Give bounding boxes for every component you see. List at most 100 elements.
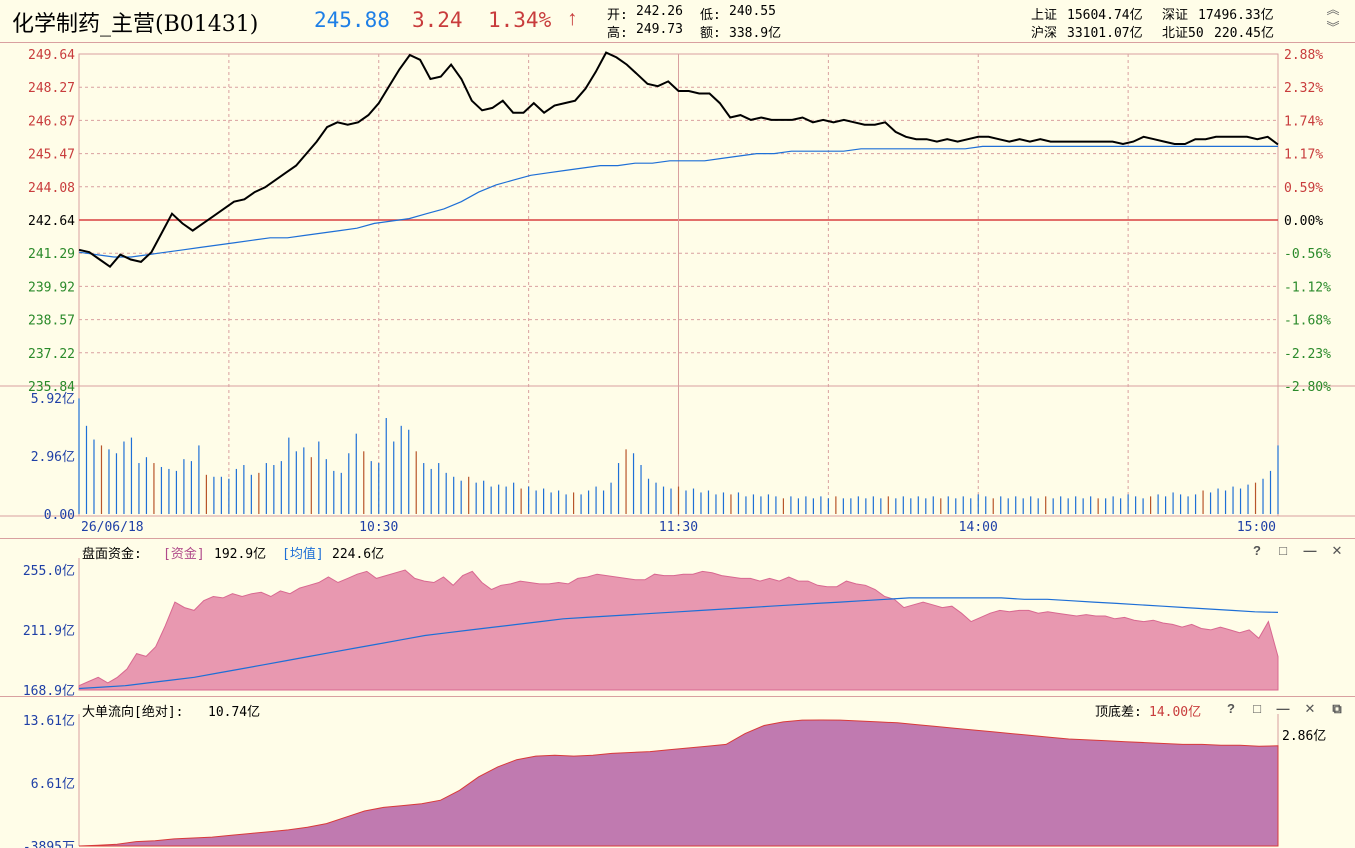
quote-header: 化学制药_主营(B01431) 245.88 3.24 1.34% ↑ 开: 2…	[0, 0, 1355, 43]
price-axis-left: 249.64 248.27 246.87 245.47 244.08 242.64 241.…	[28, 48, 75, 395]
percent-tick-label: 2.32%	[1284, 81, 1323, 96]
money-tick-label: 168.9亿	[23, 684, 75, 696]
volume-tick-label: 0.00	[44, 508, 75, 523]
time-axis: 26/06/18 10:30 11:30 14:00 15:00	[81, 520, 1276, 535]
percent-tick-label: 0.00%	[1284, 214, 1323, 229]
money-axis: 255.0亿 211.9亿 168.9亿	[23, 558, 80, 696]
price-tick-label: 241.29	[28, 247, 75, 262]
average-price-line	[78, 145, 1278, 258]
amount-value: 338.9亿	[729, 26, 782, 41]
money-area	[78, 569, 1279, 691]
percent-tick-label: -1.68%	[1284, 314, 1331, 329]
bigflow-right-value: 2.86亿	[1282, 729, 1327, 744]
money-average-line	[78, 597, 1279, 690]
index-bz50-value: 220.45亿	[1214, 26, 1274, 41]
flow-tick-label: 13.61亿	[23, 714, 75, 729]
price-tick-label: 246.87	[28, 114, 75, 129]
minimize-icon[interactable]: —	[1303, 543, 1317, 558]
restore-icon[interactable]: □	[1279, 543, 1287, 558]
percent-tick-label: -2.80%	[1284, 380, 1331, 395]
money-tick-label: 211.9亿	[23, 624, 75, 639]
close-icon[interactable]: ✕	[1331, 543, 1343, 558]
price-grid	[0, 53, 1355, 517]
price-tick-label: 245.47	[28, 148, 75, 163]
percent-tick-label: -0.56%	[1284, 247, 1331, 262]
percent-axis-right: 2.88% 2.32% 1.74% 1.17% 0.59% 0.00% -0.56% -1.1…	[1284, 48, 1331, 395]
bigflow-label: 大单流向[绝对]:	[82, 705, 184, 720]
help-icon[interactable]: ?	[1253, 543, 1261, 558]
big-order-flow-chart[interactable]: 13.61亿 6.61亿 -3895万	[0, 696, 1355, 848]
price-line	[78, 51, 1279, 269]
price-tick-label: 237.22	[28, 347, 75, 362]
volume-tick-label: 5.92亿	[31, 392, 75, 407]
index-sh-value: 15604.74亿	[1067, 8, 1143, 23]
instrument-title: 化学制药_主营(B01431)	[12, 12, 259, 37]
time-label: 15:00	[1237, 520, 1276, 535]
price-change: 3.24	[412, 8, 463, 32]
flow-tick-label: -3895万	[23, 840, 75, 848]
amount-label: 额:	[700, 26, 721, 41]
price-tick-label: 239.92	[28, 280, 75, 295]
price-path	[78, 51, 1279, 269]
volume-bars	[78, 398, 1279, 514]
low-label: 低:	[700, 8, 721, 23]
high-value: 249.73	[636, 22, 683, 37]
index-hs-label: 沪深	[1031, 26, 1058, 41]
price-tick-label: 244.08	[28, 181, 75, 196]
price-tick-label: 249.64	[28, 48, 75, 63]
volume-axis: 5.92亿 2.96亿 0.00	[31, 392, 75, 523]
flow-area-path	[78, 719, 1279, 847]
price-tick-label: 235.84	[28, 380, 75, 395]
index-sh-label: 上证	[1031, 8, 1058, 23]
fund-tag: [资金]	[163, 547, 205, 562]
average-price-path	[78, 145, 1278, 258]
price-change-percent: 1.34%	[488, 8, 552, 32]
top-bottom-diff-label: 顶底差:	[1095, 705, 1142, 720]
last-price: 245.88	[314, 8, 390, 32]
index-sz-label: 深证	[1162, 8, 1189, 23]
bigflow-value: 10.74亿	[208, 705, 261, 720]
index-sz-value: 17496.33亿	[1198, 8, 1274, 23]
open-label: 开:	[607, 8, 628, 23]
price-tick-label: 248.27	[28, 81, 75, 96]
time-label: 14:00	[959, 520, 998, 535]
minimize-icon[interactable]: —	[1276, 701, 1290, 716]
close-icon[interactable]: ✕	[1304, 701, 1316, 716]
percent-tick-label: 1.74%	[1284, 114, 1323, 129]
money-average-path	[78, 597, 1279, 690]
percent-tick-label: 0.59%	[1284, 181, 1323, 196]
money-tick-label: 255.0亿	[23, 564, 75, 579]
top-bottom-diff-value: 14.00亿	[1149, 705, 1202, 720]
money-panel: 盘面资金: [资金] 192.9亿 [均值] 224.6亿 ? □ — ✕	[0, 538, 1355, 696]
open-value: 242.26	[636, 4, 683, 19]
money-area-path	[78, 569, 1279, 691]
flow-area	[78, 719, 1279, 847]
scroll-up-icon[interactable]: ︽	[1326, 2, 1340, 17]
percent-tick-label: -1.12%	[1284, 280, 1331, 295]
price-tick-label: 242.64	[28, 214, 75, 229]
bigflow-panel: 大单流向[绝对]: 10.74亿 顶底差: 14.00亿 ? □ — ✕ ⧉ 2…	[0, 696, 1355, 848]
percent-tick-label: -2.23%	[1284, 347, 1331, 362]
percent-tick-label: 2.88%	[1284, 48, 1323, 63]
low-value: 240.55	[729, 4, 776, 19]
volume-tick-label: 2.96亿	[31, 450, 75, 465]
help-icon[interactable]: ?	[1227, 701, 1235, 716]
index-hs-value: 33101.07亿	[1067, 26, 1143, 41]
flow-tick-label: 6.61亿	[31, 777, 75, 792]
popout-icon[interactable]: ⧉	[1332, 701, 1342, 716]
time-label: 11:30	[659, 520, 698, 535]
high-label: 高:	[607, 26, 628, 41]
scroll-down-icon[interactable]: ︾	[1326, 20, 1340, 35]
price-tick-label: 238.57	[28, 314, 75, 329]
fund-value: 192.9亿	[214, 547, 267, 562]
money-panel-label: 盘面资金:	[82, 547, 142, 562]
intraday-price-chart[interactable]: 249.64 248.27 246.87 245.47 244.08 242.64 241.…	[0, 44, 1355, 538]
percent-tick-label: 1.17%	[1284, 148, 1323, 163]
time-label: 10:30	[359, 520, 398, 535]
avg-tag: [均值]	[282, 547, 324, 562]
index-bz50-label: 北证50	[1162, 26, 1204, 41]
restore-icon[interactable]: □	[1253, 701, 1261, 716]
money-flow-chart[interactable]: 255.0亿 211.9亿 168.9亿	[0, 538, 1355, 696]
avg-value: 224.6亿	[332, 547, 385, 562]
up-arrow-icon: ↑	[567, 7, 578, 30]
